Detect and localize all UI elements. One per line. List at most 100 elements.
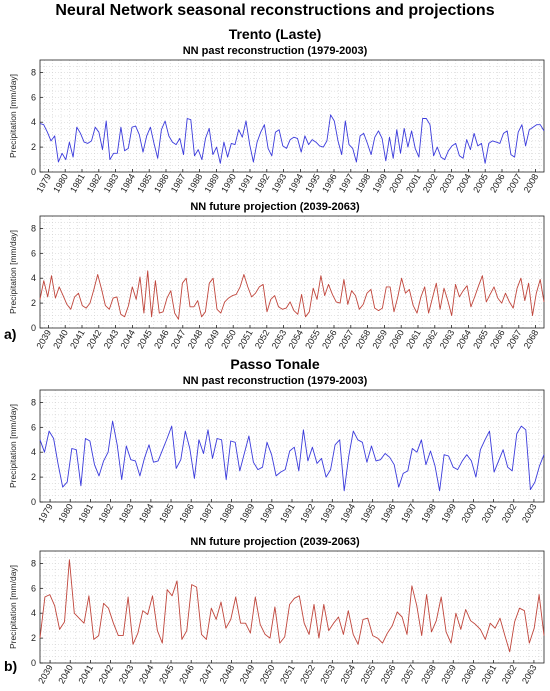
x-tick-label: 1990 bbox=[219, 172, 238, 194]
y-tick-label: 8 bbox=[31, 397, 36, 407]
x-tick-label: 2062 bbox=[421, 328, 440, 350]
y-tick-label: 0 bbox=[31, 497, 36, 507]
x-tick-label: 2045 bbox=[157, 663, 176, 685]
x-tick-label: 2060 bbox=[459, 663, 478, 685]
x-tick-label: 2065 bbox=[471, 328, 490, 350]
x-tick-label: 2051 bbox=[278, 663, 297, 685]
x-tick-label: 2044 bbox=[118, 328, 137, 350]
x-tick-label: 2068 bbox=[522, 328, 541, 350]
x-tick-label: 2059 bbox=[439, 663, 458, 685]
x-tick-label: 1986 bbox=[177, 502, 196, 524]
x-tick-label: 1992 bbox=[253, 172, 272, 194]
x-tick-label: 2045 bbox=[135, 328, 154, 350]
x-tick-label: 2044 bbox=[137, 663, 156, 685]
x-tick-label: 2000 bbox=[387, 172, 406, 194]
y-tick-label: 2 bbox=[31, 298, 36, 308]
x-tick-label: 1988 bbox=[186, 172, 205, 194]
x-tick-label: 2006 bbox=[488, 172, 507, 194]
y-axis-label: Precipitation [mm/day] bbox=[8, 565, 18, 649]
y-tick-label: 4 bbox=[31, 608, 36, 618]
x-tick-label: 2004 bbox=[454, 172, 473, 194]
x-tick-label: 2041 bbox=[68, 328, 87, 350]
x-tick-label: 2046 bbox=[177, 663, 196, 685]
series-line bbox=[39, 420, 545, 492]
x-tick-label: 2064 bbox=[454, 328, 473, 350]
x-tick-label: 2061 bbox=[404, 328, 423, 350]
x-tick-label: 2056 bbox=[379, 663, 398, 685]
x-tick-label: 1995 bbox=[303, 172, 322, 194]
x-tick-label: 2005 bbox=[471, 172, 490, 194]
x-tick-label: 1991 bbox=[278, 502, 297, 524]
x-tick-label: 1998 bbox=[419, 502, 438, 524]
x-tick-label: 1993 bbox=[318, 502, 337, 524]
x-tick-label: 2002 bbox=[421, 172, 440, 194]
x-tick-label: 1983 bbox=[117, 502, 136, 524]
x-tick-label: 1984 bbox=[118, 172, 137, 194]
y-tick-label: 6 bbox=[31, 92, 36, 102]
x-tick-label: 2041 bbox=[76, 663, 95, 685]
y-tick-label: 0 bbox=[31, 167, 36, 177]
y-tick-label: 0 bbox=[31, 323, 36, 333]
x-tick-label: 2001 bbox=[404, 172, 423, 194]
y-tick-label: 4 bbox=[31, 447, 36, 457]
y-tick-label: 2 bbox=[31, 633, 36, 643]
y-tick-label: 6 bbox=[31, 422, 36, 432]
y-tick-label: 4 bbox=[31, 117, 36, 127]
x-tick-label: 2052 bbox=[298, 663, 317, 685]
panel-title-2: NN future projection (2039-2063) bbox=[190, 201, 360, 213]
x-tick-label: 2067 bbox=[505, 328, 524, 350]
x-tick-label: 2046 bbox=[152, 328, 171, 350]
x-tick-label: 2040 bbox=[56, 663, 75, 685]
x-tick-label: 2057 bbox=[337, 328, 356, 350]
x-tick-label: 1994 bbox=[339, 502, 358, 524]
x-tick-label: 2042 bbox=[85, 328, 104, 350]
x-tick-label: 2053 bbox=[270, 328, 289, 350]
x-tick-label: 1985 bbox=[135, 172, 154, 194]
y-tick-label: 8 bbox=[31, 223, 36, 233]
x-tick-label: 1981 bbox=[76, 502, 95, 524]
y-axis-label: Precipitation [mm/day] bbox=[8, 74, 18, 158]
x-tick-label: 2007 bbox=[505, 172, 524, 194]
x-tick-label: 2066 bbox=[488, 328, 507, 350]
plot-frame bbox=[39, 215, 545, 329]
figure-title: Neural Network seasonal reconstructions … bbox=[55, 2, 495, 19]
x-tick-label: 2050 bbox=[258, 663, 277, 685]
x-tick-label: 2043 bbox=[117, 663, 136, 685]
x-tick-label: 1997 bbox=[399, 502, 418, 524]
y-tick-label: 8 bbox=[31, 67, 36, 77]
x-tick-label: 1979 bbox=[36, 502, 55, 524]
x-tick-label: 2062 bbox=[500, 663, 519, 685]
x-tick-label: 2050 bbox=[219, 328, 238, 350]
x-tick-label: 2063 bbox=[520, 663, 539, 685]
y-tick-label: 2 bbox=[31, 142, 36, 152]
x-tick-label: 1996 bbox=[379, 502, 398, 524]
x-tick-label: 2049 bbox=[238, 663, 257, 685]
x-tick-label: 1983 bbox=[102, 172, 121, 194]
panel-label-b: b) bbox=[4, 658, 18, 674]
panel-title-1: NN past reconstruction (1979-2003) bbox=[182, 45, 368, 57]
y-axis-label: Precipitation [mm/day] bbox=[8, 404, 18, 488]
x-tick-label: 2048 bbox=[218, 663, 237, 685]
x-tick-label: 2055 bbox=[303, 328, 322, 350]
series-line bbox=[39, 559, 545, 653]
x-tick-label: 1998 bbox=[354, 172, 373, 194]
plot-frame bbox=[39, 59, 545, 173]
panel-title-3: NN past reconstruction (1979-2003) bbox=[182, 375, 368, 387]
x-tick-label: 2003 bbox=[520, 502, 539, 524]
x-tick-label: 1991 bbox=[236, 172, 255, 194]
x-tick-label: 1980 bbox=[56, 502, 75, 524]
y-axis-label: Precipitation [mm/day] bbox=[8, 230, 18, 314]
x-tick-label: 1999 bbox=[370, 172, 389, 194]
x-tick-label: 2042 bbox=[97, 663, 116, 685]
x-tick-label: 2043 bbox=[102, 328, 121, 350]
x-tick-label: 2048 bbox=[186, 328, 205, 350]
x-tick-label: 2057 bbox=[399, 663, 418, 685]
x-tick-label: 2047 bbox=[169, 328, 188, 350]
y-tick-label: 4 bbox=[31, 273, 36, 283]
x-tick-label: 1993 bbox=[270, 172, 289, 194]
x-tick-label: 2053 bbox=[318, 663, 337, 685]
series-line bbox=[39, 114, 545, 164]
x-tick-label: 2000 bbox=[459, 502, 478, 524]
